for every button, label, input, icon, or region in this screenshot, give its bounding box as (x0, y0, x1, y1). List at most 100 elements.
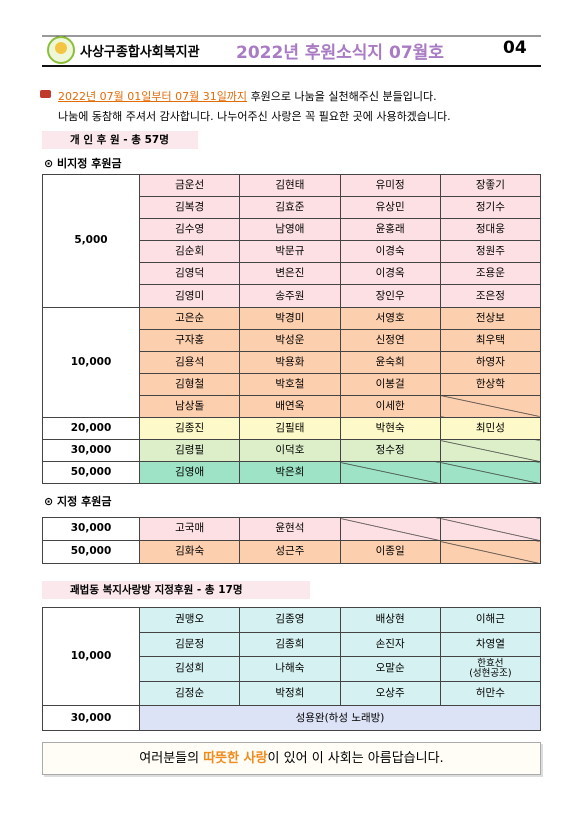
donor-name: 허만수 (439, 680, 542, 707)
donor-name: 이세한 (339, 394, 441, 419)
donor-name: 김영미 (138, 284, 241, 308)
empty-cell (339, 517, 441, 541)
donor-name: 성근주 (239, 540, 341, 564)
amount-cell: 30,000 (42, 705, 140, 731)
subsection-label: ⊙ 지정 후원금 (44, 495, 112, 508)
section-heading: 개 인 후 원 - 총 57명 (42, 131, 198, 149)
donor-name: 이경옥 (339, 262, 441, 286)
donor-name: 박현숙 (339, 417, 441, 441)
donor-name: 이봉걸 (339, 372, 441, 396)
subsection-label: ⊙ 비지정 후원금 (44, 157, 122, 170)
table-row: 10,000 고은순 박경미 서영호 전상보 (42, 306, 542, 419)
donor-name: 이덕호 (239, 439, 341, 463)
donor-name: 박정희 (239, 680, 341, 707)
table-row: 10,000 권맹오 김종영 배상현 이해근 (42, 606, 542, 707)
table-row: 김용석 박용화 윤숙희 하영자 (43, 350, 542, 374)
section-heading: 괘법동 복지사랑방 지정후원 - 총 17명 (42, 581, 310, 599)
donor-name: 박호철 (239, 372, 341, 396)
empty-cell (339, 461, 441, 485)
donor-name: 김형철 (138, 372, 241, 396)
table-row: 김복경 김효준 유상민 정기수 (43, 196, 542, 220)
donor-name: 박용화 (239, 350, 341, 374)
donor-name: 한효선 (성현공조) (439, 656, 542, 682)
donor-name: 남상돌 (138, 394, 241, 419)
amount-cell: 10,000 (42, 306, 140, 419)
donor-name: 박성운 (239, 328, 341, 352)
footer-text: 여러분들의 (139, 751, 204, 766)
donor-name: 김순회 (138, 240, 241, 264)
donor-name: 조용운 (439, 262, 542, 286)
intro-line: 2022년 07월 01일부터 07월 31일까지 후원으로 나눔을 실천해주신… (58, 88, 437, 104)
donor-name: 차영열 (439, 631, 542, 658)
table-row: 50,000 김화숙 성근주 이종일 (42, 540, 542, 564)
footer-message: 여러분들의 따뜻한 사랑이 있어 이 사회는 아름답습니다. (42, 742, 541, 775)
footer-text: 이 있어 이 사회는 아름답습니다. (267, 751, 444, 766)
donor-name: 고은순 (138, 306, 241, 330)
footer-highlight: 따뜻한 사랑 (203, 751, 268, 766)
page-number: 04 (503, 38, 527, 58)
donor-name: 박경미 (239, 306, 341, 330)
donor-name: 정대웅 (439, 218, 542, 242)
donor-name: 김효준 (239, 196, 341, 220)
donor-name: 김정순 (138, 680, 241, 707)
donor-name: 나해숙 (239, 656, 341, 682)
donor-name: 김문정 (138, 631, 241, 658)
donor-name: 고국매 (138, 517, 241, 541)
donor-name: 구자홍 (138, 328, 241, 352)
donor-name: 신정연 (339, 328, 441, 352)
donor-name: 변은진 (239, 262, 341, 286)
table-row: 김영덕 변은진 이경옥 조용운 (43, 262, 542, 286)
donor-name: 윤현석 (239, 517, 341, 541)
empty-cell (439, 540, 542, 564)
donor-name: 김수영 (138, 218, 241, 242)
table-row: 김순회 박문규 이경숙 정원주 (43, 240, 542, 264)
donor-name: 김종희 (239, 631, 341, 658)
donor-name: 전상보 (439, 306, 542, 330)
donor-name: 김종영 (239, 607, 341, 633)
table-row: 구자홍 박성운 신정연 최우택 (43, 328, 542, 352)
donor-name: 김영덕 (138, 262, 241, 286)
table-row: 30,000 성용완(하성 노래방) (42, 705, 541, 731)
donor-name: 한상학 (439, 372, 542, 396)
donor-name: 김복경 (138, 196, 241, 220)
amount-cell: 50,000 (42, 540, 140, 564)
table-row: 50,000 김영애 박은희 (42, 461, 542, 485)
logo-mark (55, 42, 67, 54)
donor-table: 30,000 고국매 윤현석 50,000 김화숙 성근주 이종일 (42, 517, 542, 564)
amount-cell: 50,000 (42, 461, 140, 485)
donor-name: 송주원 (239, 284, 341, 308)
donor-name: 정수정 (339, 439, 441, 463)
period: 2022년 07월 01일부터 07월 31일까지 (58, 90, 248, 103)
amount-cell: 10,000 (42, 606, 140, 707)
donor-name: 김필태 (239, 417, 341, 441)
empty-cell (439, 394, 542, 419)
donor-name: 장인우 (339, 284, 441, 308)
donor-name: 박문규 (239, 240, 341, 264)
donor-name: 서영호 (339, 306, 441, 330)
donor-name: 오말순 (339, 656, 441, 682)
donor-name: 오상주 (339, 680, 441, 707)
table-row: 김형철 박호철 이봉걸 한상학 (43, 372, 542, 396)
donor-name: 이해근 (439, 607, 542, 633)
donor-name: 윤숙희 (339, 350, 441, 374)
empty-cell (439, 461, 542, 485)
donor-name: 조은정 (439, 284, 542, 308)
donor-name: 정기수 (439, 196, 542, 220)
table-row: 남상돌 배연옥 이세한 (43, 394, 542, 419)
donor-name: 손진자 (339, 631, 441, 658)
donor-name: 금운선 (138, 173, 241, 198)
donor-name: 윤홍래 (339, 218, 441, 242)
amount-cell: 5,000 (42, 174, 140, 308)
intro-line: 나눔에 동참해 주셔서 감사합니다. 나누어주신 사랑은 꼭 필요한 곳에 사용… (58, 110, 451, 123)
donor-name: 최우택 (439, 328, 542, 352)
table-row: 김정순 박정희 오상주 허만수 (43, 680, 542, 707)
empty-cell (439, 439, 542, 463)
donor-name: 김용석 (138, 350, 241, 374)
phone-icon (40, 90, 51, 98)
donor-name: 김령필 (138, 439, 241, 463)
donor-name: 이경숙 (339, 240, 441, 264)
donor-name: 성용완(하성 노래방) (139, 705, 541, 731)
donor-name: 하영자 (439, 350, 542, 374)
intro-text: 후원으로 나눔을 실천해주신 분들입니다. (250, 90, 437, 103)
